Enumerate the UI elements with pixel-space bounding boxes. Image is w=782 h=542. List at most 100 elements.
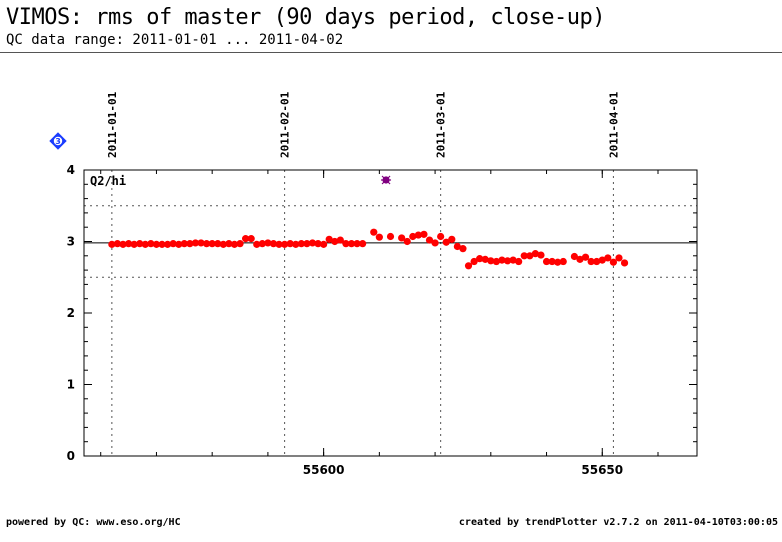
axes-layer: [83, 169, 698, 457]
date-marker-label: 2011-03-01: [435, 91, 448, 158]
data-point: [292, 240, 300, 248]
data-point: [219, 240, 227, 248]
header-divider: [0, 52, 782, 53]
data-point: [308, 239, 317, 247]
data-point: [108, 240, 116, 248]
data-point: [286, 240, 294, 248]
data-point: [431, 239, 439, 247]
data-point: [136, 240, 144, 248]
data-point: [609, 258, 618, 266]
data-point: [487, 257, 495, 265]
data-point: [353, 240, 361, 248]
data-point: [442, 238, 450, 246]
data-point: [437, 232, 445, 241]
data-point: [420, 230, 428, 238]
data-point: [163, 240, 172, 248]
grid-layer: [84, 170, 697, 456]
data-point: [453, 242, 461, 251]
data-point: [147, 240, 155, 248]
data-point: [124, 240, 133, 248]
points-layer: [108, 175, 629, 270]
data-point: [152, 240, 161, 248]
data-point: [141, 240, 149, 248]
data-point: [370, 228, 378, 236]
data-point: [336, 236, 344, 244]
data-point: [386, 232, 395, 241]
data-point: [359, 240, 367, 248]
data-point: [320, 240, 328, 248]
data-point: [264, 239, 272, 247]
outlier-cross: [381, 175, 392, 185]
page-title: VIMOS: rms of master (90 days period, cl…: [6, 5, 606, 30]
data-point: [297, 240, 305, 248]
panel-label: Q2/hi: [90, 174, 126, 188]
blue-diamond-icon[interactable]: 3: [49, 132, 67, 150]
x-tick-label: 55600: [303, 463, 345, 477]
data-point: [130, 240, 138, 248]
data-point: [542, 257, 551, 266]
data-point: [498, 256, 506, 264]
data-point: [375, 233, 383, 241]
data-point: [537, 251, 545, 259]
data-point: [425, 236, 434, 244]
badge-label: 3: [55, 137, 61, 146]
y-tick-label: 2: [67, 306, 75, 320]
plot-frame: [83, 169, 698, 457]
y-tick-label: 0: [67, 449, 75, 463]
data-point: [554, 258, 562, 266]
data-point: [470, 257, 478, 266]
data-point: [247, 235, 255, 243]
data-point: [175, 240, 183, 248]
data-point: [197, 239, 205, 247]
data-point: [503, 257, 512, 265]
data-point: [581, 253, 590, 261]
data-point: [492, 257, 500, 266]
data-point: [576, 255, 584, 263]
page-subtitle: QC data range: 2011-01-01 ... 2011-04-02: [6, 32, 344, 48]
data-point: [314, 240, 322, 248]
data-point: [275, 240, 283, 248]
data-point: [258, 240, 266, 248]
data-point: [158, 240, 166, 248]
data-point: [520, 252, 528, 260]
data-point: [119, 240, 127, 248]
y-tick-label: 3: [67, 235, 75, 249]
data-point: [559, 257, 567, 266]
outlier-point: [381, 175, 392, 185]
data-point: [615, 254, 623, 262]
data-point: [303, 240, 311, 248]
data-point: [481, 255, 489, 263]
data-point: [214, 240, 222, 248]
data-point: [476, 255, 484, 263]
data-point: [253, 240, 261, 248]
x-tick-label: 55650: [581, 463, 623, 477]
data-point: [169, 240, 177, 248]
data-point: [347, 240, 356, 248]
footer-created-by: created by trendPlotter v2.7.2 on 2011-0…: [458, 517, 778, 528]
data-point: [208, 240, 216, 248]
data-point: [526, 252, 534, 260]
data-point: [515, 257, 523, 266]
date-marker-label: 2011-02-01: [279, 91, 292, 158]
labels-layer: 2011-01-01 2011-02-01 2011-03-01 2011-04-01…: [67, 91, 623, 477]
data-point: [191, 239, 200, 247]
data-point: [570, 252, 579, 261]
data-point: [604, 254, 612, 262]
data-point: [620, 259, 629, 267]
y-tick-label: 4: [67, 163, 75, 177]
data-point: [403, 237, 411, 246]
data-point: [242, 235, 250, 243]
data-point: [180, 240, 188, 248]
y-tick-label: 1: [67, 378, 75, 392]
date-marker-label: 2011-01-01: [106, 91, 119, 158]
data-point: [409, 232, 417, 241]
data-point: [598, 256, 606, 264]
data-point: [509, 256, 517, 264]
data-point: [548, 257, 556, 266]
data-point: [342, 240, 350, 248]
data-point: [269, 240, 278, 248]
data-point: [587, 257, 595, 266]
data-point: [325, 235, 333, 243]
data-point: [414, 231, 422, 239]
